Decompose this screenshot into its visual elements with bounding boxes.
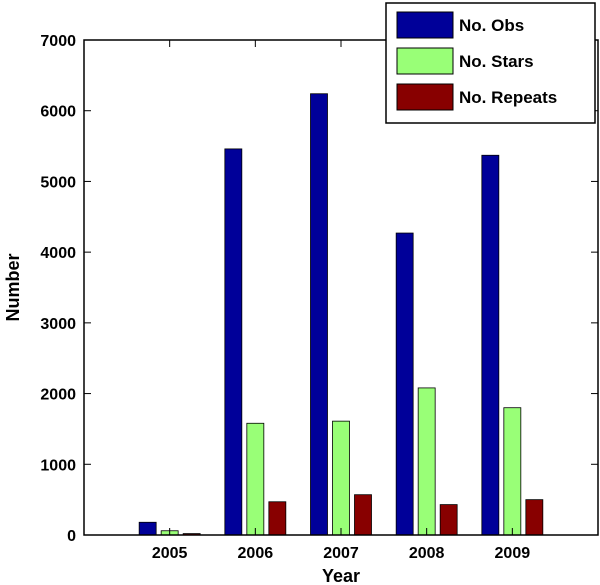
bar-no-stars-2009 — [503, 407, 522, 536]
x-tick-label-2008: 2008 — [409, 545, 445, 562]
ticks-layer: 0 1000 2000 3000 4000 5000 6000 7000 2005 2006 200… — [40, 33, 598, 562]
legend-label-no-stars: No. Stars — [459, 52, 534, 71]
y-tick-label-7000: 7000 — [40, 33, 76, 50]
y-axis-label: Number — [3, 253, 23, 321]
x-tick-label-2005: 2005 — [152, 545, 188, 562]
legend-label-no-repeats: No. Repeats — [459, 88, 557, 107]
bar-no-obs-2005 — [138, 521, 157, 536]
legend-swatch-no-stars — [396, 47, 454, 75]
bar-no-obs-2007 — [310, 93, 328, 536]
bar-no-stars-2007 — [332, 420, 350, 536]
bar-no-repeats-2009 — [525, 499, 544, 536]
y-tick-label-5000: 5000 — [40, 174, 76, 191]
bar-no-stars-2008 — [417, 387, 436, 536]
legend-swatch-no-obs — [396, 11, 454, 39]
bar-no-repeats-2008 — [439, 504, 458, 536]
y-tick-label-4000: 4000 — [40, 245, 76, 262]
bar-no-obs-2009 — [481, 154, 500, 536]
bar-no-obs-2008 — [395, 232, 414, 536]
legend: No. Obs No. Stars No. Repeats — [385, 2, 596, 124]
y-tick-label-2000: 2000 — [40, 387, 76, 404]
x-tick-label-2007: 2007 — [323, 545, 359, 562]
bar-no-repeats-2006 — [268, 501, 287, 536]
x-tick-label-2006: 2006 — [238, 545, 274, 562]
bar-no-stars-2006 — [246, 422, 265, 536]
legend-swatch-no-repeats — [396, 83, 454, 111]
bar-no-obs-2006 — [224, 148, 243, 536]
y-tick-label-6000: 6000 — [40, 104, 76, 121]
x-tick-label-2009: 2009 — [495, 545, 531, 562]
y-tick-label-1000: 1000 — [40, 457, 76, 474]
legend-label-no-obs: No. Obs — [459, 16, 524, 35]
bar-no-repeats-2007 — [354, 494, 372, 536]
y-tick-label-0: 0 — [67, 528, 76, 545]
y-tick-label-3000: 3000 — [40, 316, 76, 333]
bars-layer — [138, 93, 544, 536]
x-axis-label: Year — [322, 566, 360, 585]
